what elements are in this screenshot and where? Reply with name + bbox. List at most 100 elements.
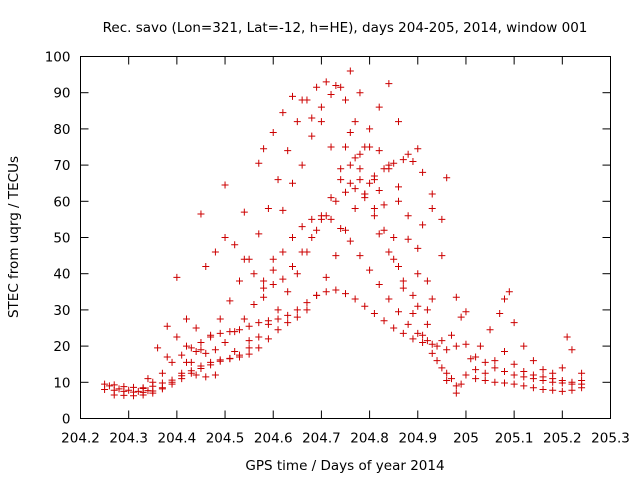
data-point <box>366 143 374 151</box>
data-point <box>216 329 224 337</box>
data-point <box>231 241 239 249</box>
data-point <box>370 205 378 213</box>
data-point <box>317 103 325 111</box>
data-point <box>419 168 427 176</box>
data-point <box>375 281 383 289</box>
data-point <box>337 224 345 232</box>
data-point <box>279 109 287 117</box>
data-point <box>578 384 586 392</box>
data-point <box>443 174 451 182</box>
x-tick-label: 205 <box>453 431 479 447</box>
data-point <box>472 353 480 361</box>
data-point <box>549 375 557 383</box>
data-point <box>216 315 224 323</box>
data-point <box>404 150 412 158</box>
data-point <box>221 234 229 241</box>
data-point <box>264 205 272 213</box>
plot-area <box>80 56 611 419</box>
data-point <box>134 387 142 395</box>
data-point <box>457 380 465 388</box>
data-point <box>105 382 113 390</box>
data-point <box>351 154 359 162</box>
data-point <box>322 288 330 296</box>
data-point <box>385 295 393 303</box>
data-point <box>279 206 287 214</box>
data-point <box>510 360 518 368</box>
data-point <box>274 176 282 184</box>
data-point <box>279 275 287 283</box>
data-point <box>578 376 586 384</box>
data-point <box>375 103 383 111</box>
data-point <box>385 248 393 256</box>
data-point <box>149 389 157 397</box>
data-point <box>231 328 239 336</box>
data-point <box>226 355 234 363</box>
data-point <box>211 371 219 379</box>
data-point <box>197 365 205 373</box>
x-tick-label: 204.8 <box>350 431 389 447</box>
data-point <box>520 367 528 375</box>
data-point <box>481 376 489 384</box>
data-point <box>274 326 282 334</box>
data-point <box>356 252 364 260</box>
data-point <box>240 315 248 323</box>
data-point <box>149 378 157 386</box>
data-point <box>390 255 398 263</box>
data-point <box>510 319 518 327</box>
data-point <box>395 308 402 316</box>
data-point <box>563 333 571 341</box>
data-point <box>529 357 537 365</box>
data-point <box>284 288 292 296</box>
data-point <box>337 165 345 173</box>
data-point <box>158 369 166 377</box>
data-point <box>236 326 243 334</box>
data-point <box>356 176 364 184</box>
data-point <box>173 273 181 281</box>
y-tick-label: 90 <box>53 86 70 102</box>
data-point <box>342 96 349 104</box>
data-point <box>370 212 378 220</box>
data-point <box>245 344 253 352</box>
data-point <box>322 78 330 86</box>
data-point <box>197 338 205 346</box>
data-point <box>346 67 354 75</box>
data-point <box>192 324 200 332</box>
data-point <box>549 386 557 394</box>
data-point <box>293 313 301 321</box>
data-point <box>370 310 378 318</box>
data-point <box>207 333 215 341</box>
data-point <box>428 295 436 303</box>
data-point <box>520 342 528 350</box>
data-point <box>202 373 210 381</box>
data-point <box>346 161 354 169</box>
data-point <box>438 215 446 223</box>
data-point <box>313 83 321 91</box>
data-point <box>289 179 296 187</box>
data-point <box>520 382 528 390</box>
data-point <box>115 385 123 393</box>
y-tick-label: 80 <box>53 122 70 138</box>
data-point <box>366 125 374 133</box>
data-point <box>356 150 364 158</box>
data-point <box>308 114 316 122</box>
data-point <box>250 300 258 308</box>
data-point <box>414 302 422 310</box>
data-point <box>293 118 301 126</box>
data-point <box>342 188 349 196</box>
data-point <box>375 230 383 238</box>
data-point <box>443 376 451 384</box>
y-tick-label: 50 <box>53 231 70 247</box>
data-point <box>269 266 277 274</box>
data-point <box>173 333 181 341</box>
data-point <box>342 290 349 298</box>
data-point <box>370 172 378 180</box>
data-point <box>501 367 508 375</box>
data-point <box>419 331 427 339</box>
data-point <box>313 291 321 299</box>
data-point <box>390 324 398 332</box>
data-point <box>163 322 171 330</box>
data-point <box>568 386 576 394</box>
data-point <box>269 281 277 289</box>
data-point <box>375 186 383 194</box>
